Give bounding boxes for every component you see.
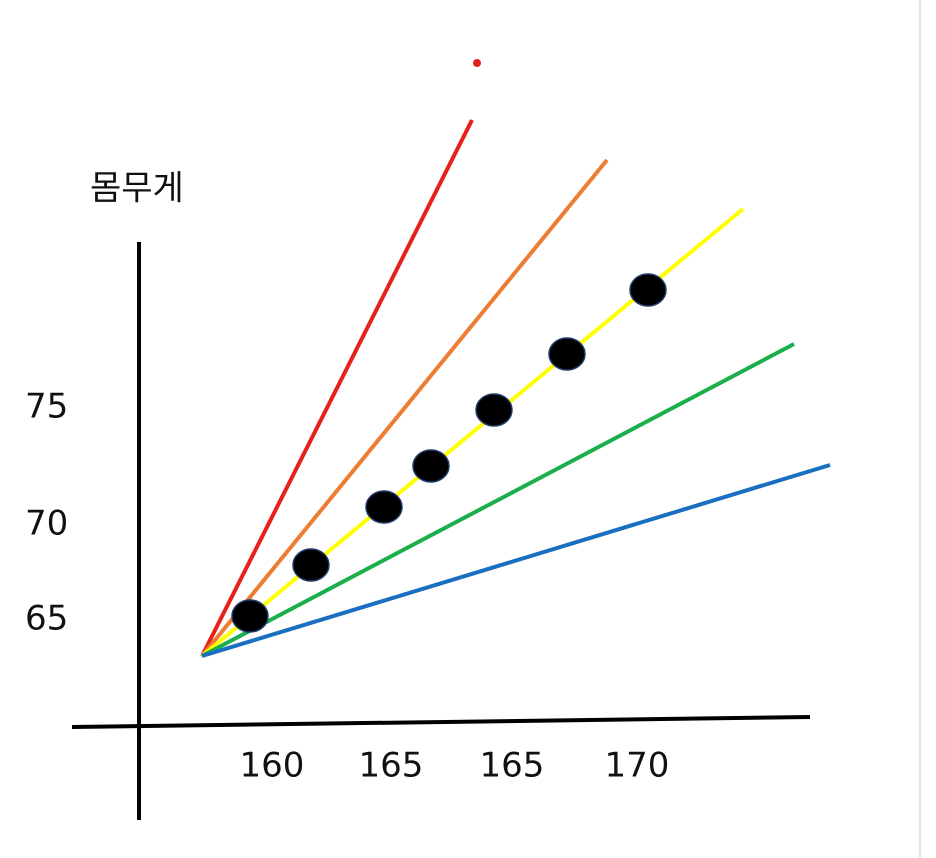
y-tick-label: 65	[25, 599, 68, 639]
point	[412, 449, 450, 483]
blue-line	[201, 463, 831, 658]
green-line	[201, 342, 795, 658]
point	[548, 337, 586, 371]
y-tick-label: 70	[25, 504, 68, 544]
points	[231, 273, 667, 633]
x-tick-label: 165	[480, 746, 545, 786]
point	[292, 548, 330, 582]
point	[365, 490, 403, 524]
point	[629, 273, 667, 307]
x-tick-label: 170	[605, 746, 670, 786]
point	[475, 393, 513, 427]
orange-line	[200, 158, 609, 658]
y-tick-label: 75	[25, 387, 68, 427]
point	[231, 599, 269, 633]
red-line	[200, 119, 474, 657]
red-dot	[473, 59, 481, 67]
y-axis-label: 몸무게	[90, 169, 184, 209]
x-tick-label: 165	[359, 746, 424, 786]
x-axis	[71, 715, 811, 729]
x-tick-label: 160	[240, 746, 305, 786]
